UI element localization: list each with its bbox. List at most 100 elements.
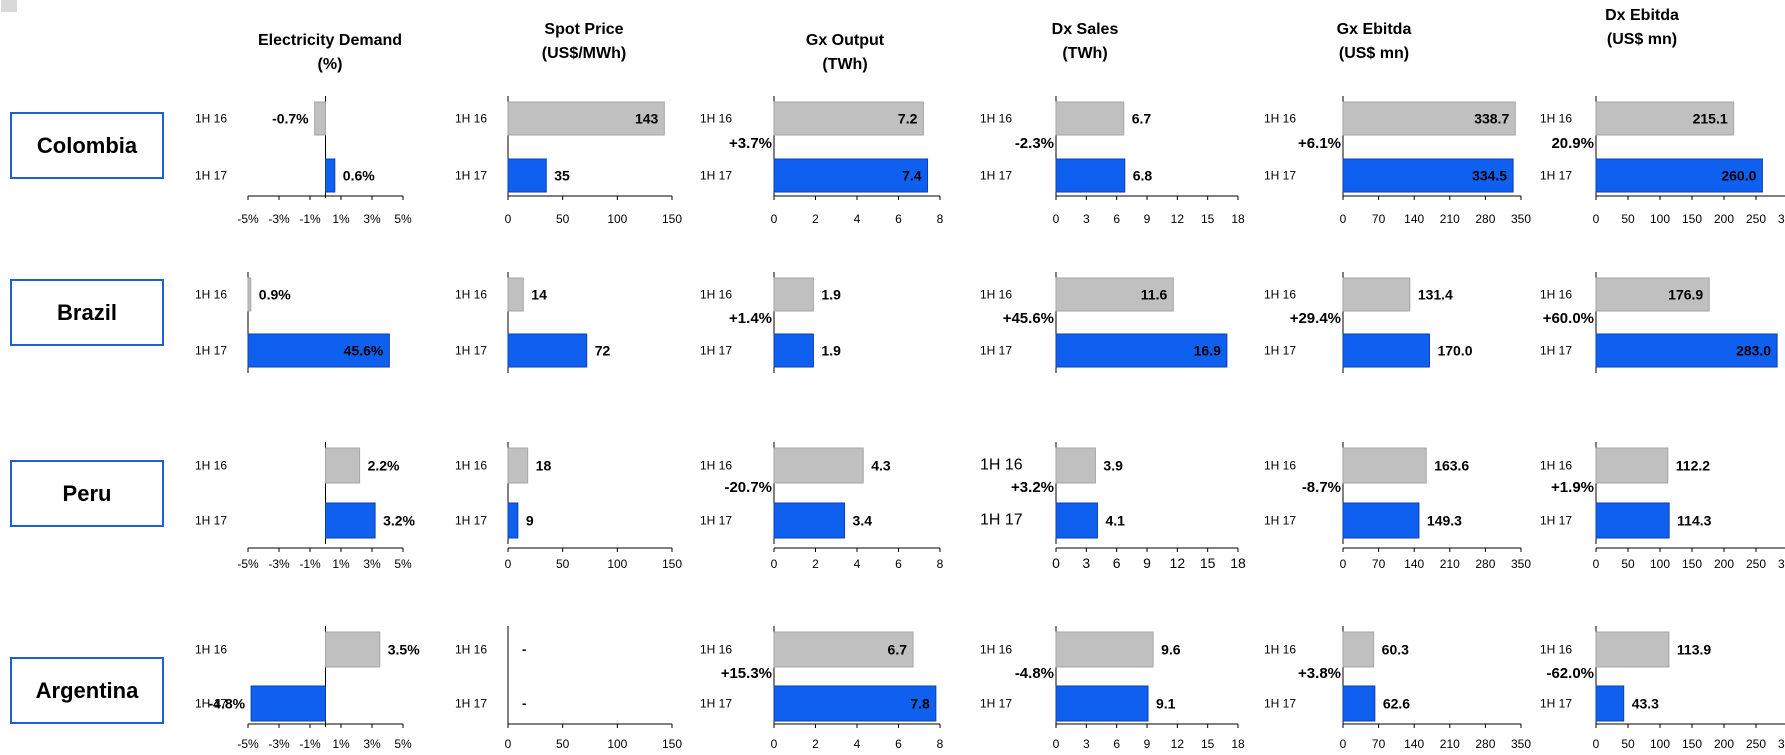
- tick-label: 9: [1144, 212, 1151, 226]
- tick-label: 1%: [332, 737, 350, 751]
- tick-label: 100: [607, 212, 627, 226]
- category-label: 1H 17: [1540, 169, 1572, 183]
- data-label: 62.6: [1383, 696, 1410, 712]
- header-spot-price: Spot Price (US$/MWh): [542, 21, 626, 62]
- bar-1h16: [773, 101, 924, 136]
- change-label: +1.4%: [729, 310, 772, 327]
- bar-1h16: [1595, 101, 1735, 136]
- tick-label: 0: [505, 557, 512, 571]
- panel-peru-spot-price: 0 50 100 150 1H 16 1H 17 18 9: [455, 442, 682, 571]
- tick-label: 200: [1714, 737, 1734, 751]
- tick-label: 0: [1593, 212, 1600, 226]
- tick-label: 50: [1621, 737, 1635, 751]
- tick-label: 210: [1440, 212, 1460, 226]
- tick-label: 6: [895, 212, 902, 226]
- category-label: 1H 16: [195, 643, 227, 657]
- tick-label: 350: [1511, 557, 1531, 571]
- data-label: 0.6%: [343, 168, 375, 184]
- tick-label: 140: [1404, 557, 1424, 571]
- data-label: 215.1: [1693, 111, 1728, 127]
- data-label: 3.4: [853, 513, 873, 529]
- data-label: 72: [595, 343, 611, 359]
- data-label: 7.8: [910, 696, 930, 712]
- category-label: 1H 17: [700, 514, 732, 528]
- data-label: 3.2%: [383, 513, 415, 529]
- panel-peru-dx-ebitda: 0 50 100 150 200 250 300 1H 16 1H 17 112.2 114.3 +1…: [1540, 442, 1785, 571]
- panel-brazil-electricity-demand: 1H 16 1H 17 0.9% 45.6%: [195, 272, 390, 373]
- tick-label: 70: [1372, 557, 1386, 571]
- data-label: 16.9: [1194, 343, 1221, 359]
- bar-1h16: [773, 631, 914, 668]
- tick-label: 2: [812, 737, 819, 751]
- panel-colombia-spot-price: 0 50 100 150 1H 16 1H 17 143 35: [455, 96, 682, 226]
- data-label: 9.1: [1156, 696, 1176, 712]
- header-line-2: (US$ mn): [1607, 31, 1677, 48]
- change-label: -4.8%: [1015, 665, 1054, 682]
- tick-label: 350: [1511, 212, 1531, 226]
- change-label: +1.9%: [1551, 479, 1594, 496]
- category-label: 1H 16: [1264, 459, 1296, 473]
- tick-label: 0: [1593, 557, 1600, 571]
- tick-label: 18: [1231, 737, 1245, 751]
- tick-label: 140: [1404, 737, 1424, 751]
- tick-label: 150: [1682, 557, 1702, 571]
- panel-brazil-spot-price: 1H 16 1H 17 14 72: [455, 272, 611, 373]
- bar-1h17: [325, 502, 376, 539]
- data-label: 6.8: [1133, 168, 1153, 184]
- tick-label: 0: [505, 212, 512, 226]
- category-label: 1H 16: [455, 643, 487, 657]
- data-label: 334.5: [1472, 168, 1507, 184]
- tick-label: 150: [1682, 737, 1702, 751]
- tick-label: 15: [1201, 737, 1215, 751]
- panel-argentina-spot-price: 0 50 100 150 1H 16 1H 17 - -: [455, 626, 682, 751]
- category-label: 1H 17: [195, 697, 227, 711]
- bar-1h17: [247, 333, 390, 368]
- tick-label: -3%: [268, 212, 290, 226]
- header-dx-ebitda: Dx Ebitda (US$ mn): [1605, 7, 1679, 48]
- tick-label: 4: [854, 557, 861, 571]
- bar-1h17: [1342, 685, 1376, 722]
- category-label: 1H 16: [700, 288, 732, 302]
- tick-label: 2: [812, 557, 819, 571]
- data-label: 35: [554, 168, 570, 184]
- category-label: 1H 17: [980, 344, 1012, 358]
- data-label: 112.2: [1676, 458, 1710, 474]
- change-label: +29.4%: [1290, 310, 1341, 327]
- data-label: 2.2%: [368, 458, 400, 474]
- tick-label: 150: [662, 212, 682, 226]
- tick-label: 15: [1200, 555, 1216, 571]
- tick-label: 5%: [394, 212, 412, 226]
- country-label-peru: Peru: [10, 460, 164, 527]
- bar-1h17: [1342, 158, 1514, 193]
- panel-argentina-dx-sales: 0 3 6 9 12 15 18 1H 16 1H 17 9.6 9.1 -4.8%: [980, 626, 1245, 751]
- tick-label: 200: [1714, 557, 1734, 571]
- category-label: 1H 16: [980, 643, 1012, 657]
- tick-label: 6: [1113, 737, 1120, 751]
- header-line-1: Electricity Demand: [258, 32, 402, 49]
- category-label: 1H 16: [980, 112, 1012, 126]
- data-label: 114.3: [1677, 513, 1711, 529]
- tick-label: 3%: [363, 557, 381, 571]
- category-label: 1H 17: [455, 169, 487, 183]
- header-line-1: Dx Sales: [1052, 21, 1119, 38]
- data-label: 9: [526, 513, 534, 529]
- bar-1h17: [1055, 685, 1149, 722]
- country-label-colombia: Colombia: [10, 112, 164, 179]
- category-label: 1H 17: [195, 344, 227, 358]
- category-label: 1H 16: [1540, 112, 1572, 126]
- tick-label: 1%: [332, 557, 350, 571]
- tick-label: 0: [771, 557, 778, 571]
- tick-label: 6: [895, 557, 902, 571]
- category-label: 1H 17: [700, 344, 732, 358]
- data-label: 43.3: [1632, 696, 1659, 712]
- category-label: 1H 17: [700, 169, 732, 183]
- tick-label: 0: [1340, 737, 1347, 751]
- data-label: 113.9: [1677, 642, 1711, 658]
- change-label: -8.7%: [1302, 479, 1341, 496]
- tick-label: -5%: [237, 737, 259, 751]
- bar-1h16: [1055, 447, 1096, 484]
- data-label: 6.7: [888, 642, 908, 658]
- bar-1h17: [1342, 333, 1430, 368]
- category-label: 1H 16: [195, 288, 227, 302]
- tick-label: 100: [607, 737, 627, 751]
